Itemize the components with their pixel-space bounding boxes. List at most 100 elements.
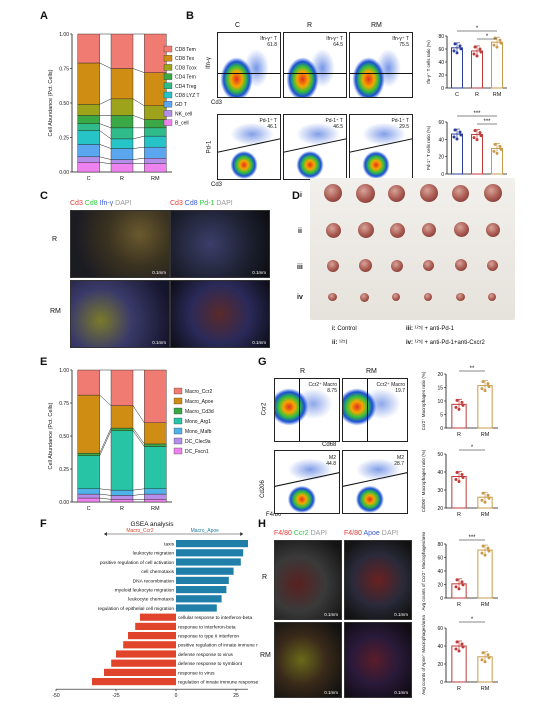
y-axis-label: Avg counts of Apoe⁺ Macrophages/area: [421, 615, 426, 695]
y-tick-label: 40: [437, 470, 443, 476]
data-point: [475, 138, 479, 142]
data-point: [473, 45, 477, 49]
bar: [140, 613, 176, 621]
sig-marker: ***: [483, 119, 491, 125]
marker-dapi: DAPI: [381, 530, 399, 537]
legend-label: DC_Fscn1: [185, 449, 209, 455]
bar-segment: [144, 493, 167, 500]
x-tick-label: RM: [481, 512, 490, 518]
y-tick-label: 60: [437, 556, 443, 562]
bar-segment: [144, 72, 167, 106]
term-label: defense response to virus: [178, 652, 234, 658]
flow-plot-c-pd1: Pd-1⁺ T 46.1: [217, 114, 281, 180]
flow-line: [99, 488, 112, 491]
y-tick-label: 0.25: [59, 467, 69, 473]
chart-b-pd1: 0204060CRRM******Pd-1⁺ T cells ratio (%): [426, 111, 507, 184]
data-point: [452, 135, 456, 139]
flow-plot-rm-pd1: Pd-1⁺ T 29.5: [349, 114, 413, 180]
data-point: [458, 130, 462, 134]
y-tick-label: 60: [438, 120, 444, 126]
marker-ifng: Ifn-γ: [99, 200, 114, 207]
y-tick-label: 50: [437, 452, 443, 458]
gate-value: 19.7: [395, 388, 405, 394]
flow-line: [132, 98, 145, 106]
data-point: [460, 580, 464, 584]
bar-segment: [110, 427, 134, 431]
y-tick-label: 60: [437, 626, 443, 632]
data-point: [461, 476, 465, 479]
panel-label-f: F: [40, 518, 47, 530]
legend-label: CD8 LYZ T: [175, 93, 200, 99]
data-point: [455, 398, 459, 402]
x-tick-label: -50: [52, 693, 59, 699]
flow-line: [132, 430, 145, 447]
data-point: [481, 651, 485, 655]
legend-swatch: [163, 82, 173, 89]
bar-segment: [77, 162, 100, 173]
row-iv: iv: [297, 294, 303, 301]
data-point: [453, 42, 457, 46]
legend-d-i: i: Control: [332, 326, 357, 332]
flow-line: [99, 130, 112, 140]
flow-plot-r-pd1: Pd-1⁺ T 46.5: [283, 114, 347, 180]
bar: [477, 549, 493, 599]
legend-label: Macro_Apoe: [185, 399, 214, 405]
data-point: [483, 660, 487, 664]
legend-swatch: [173, 407, 183, 415]
panel-label-g: G: [258, 356, 267, 368]
gate-value: 46.5: [333, 124, 343, 130]
data-point: [461, 645, 465, 649]
x-tick-label: RM: [151, 506, 160, 512]
data-point: [454, 585, 458, 589]
tumor: [360, 293, 369, 302]
data-point: [452, 49, 456, 53]
flow-plot-rm-ifng: Ifn-γ⁺ T 75.5: [349, 32, 413, 98]
tumor: [358, 222, 374, 238]
flow-b-col-r: R: [307, 22, 313, 29]
data-point: [479, 50, 483, 54]
y-tick-label: 60: [438, 47, 444, 53]
data-point: [461, 403, 465, 407]
x-tick-label: 0: [175, 693, 178, 699]
panel-d: i ii iii iv i: Control iii: ¹²⁵I + anti-…: [297, 178, 520, 353]
marker-cd3: Cd3: [170, 200, 183, 207]
term-label: leukocyte chemotaxis: [128, 597, 174, 603]
bar-segment: [110, 489, 134, 496]
x-tick-label: RM: [481, 686, 490, 692]
marker-ccr2: Ccr2: [293, 530, 309, 537]
flow-plot-rm-m2: M2 28.7: [342, 450, 408, 514]
micrograph-h-rm-right: 0.1mm: [344, 622, 412, 698]
tumor: [456, 293, 465, 301]
bar: [176, 549, 244, 557]
data-point: [499, 147, 503, 151]
data-point: [478, 47, 482, 51]
bar-segment: [77, 130, 100, 145]
data-point: [487, 385, 491, 389]
term-label: defense response to symbiont: [178, 661, 243, 667]
flow-line: [132, 157, 145, 160]
data-point: [487, 496, 491, 500]
gate-value: 61.8: [267, 42, 277, 48]
term-label: response to type II interferon: [178, 634, 239, 640]
flow-line: [99, 394, 112, 406]
marker-cd8: Cd8: [84, 200, 98, 207]
flow-g-col-rm: RM: [366, 368, 377, 375]
x-tick-label: R: [120, 176, 124, 182]
bar: [176, 604, 217, 612]
micrograph-h-r-right: 0.1mm: [344, 540, 412, 620]
bar-segment: [77, 497, 100, 503]
bar-segment: [144, 499, 167, 503]
flow-b-xaxis2: Cd3: [211, 182, 223, 188]
legend-swatch: [173, 417, 183, 425]
term-label: response to virus: [178, 670, 215, 676]
flow-line: [99, 62, 112, 69]
row-iii: iii: [297, 264, 303, 271]
tumor: [420, 184, 438, 202]
term-label: regulation of epithelial cell migration: [98, 606, 175, 612]
bar: [176, 540, 248, 548]
panel-label-e: E: [40, 356, 48, 368]
panel-label-d: D: [292, 190, 300, 202]
y-tick-label: 0: [440, 596, 443, 602]
tumor: [454, 222, 469, 237]
